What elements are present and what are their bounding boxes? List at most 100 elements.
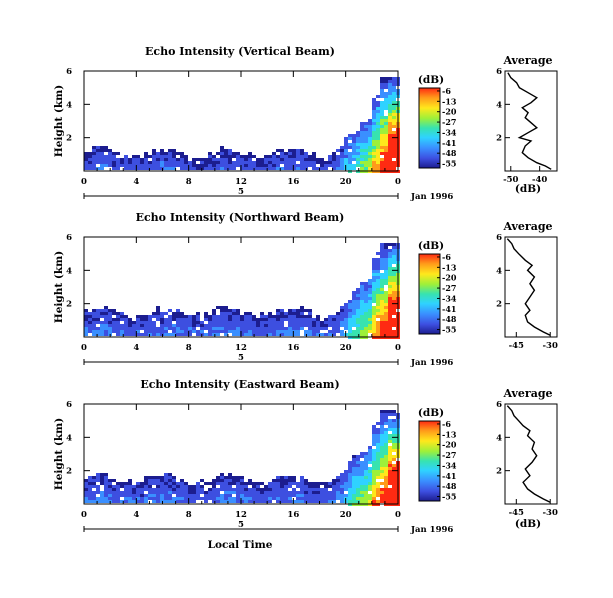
heatmap-cell bbox=[344, 303, 348, 306]
heatmap-cell bbox=[236, 330, 240, 333]
heatmap-cell bbox=[376, 330, 380, 333]
heatmap-cell bbox=[276, 167, 280, 170]
heatmap-cell bbox=[384, 434, 388, 437]
heatmap-cell bbox=[168, 161, 172, 164]
heatmap-cell bbox=[372, 113, 376, 116]
heatmap-cell bbox=[324, 324, 328, 327]
heatmap-cell bbox=[120, 330, 124, 333]
heatmap-cell bbox=[280, 152, 284, 155]
colorbar-tick: -27 bbox=[442, 450, 456, 460]
heatmap-cell bbox=[112, 158, 116, 161]
heatmap-cell bbox=[212, 155, 216, 158]
heatmap-cell bbox=[152, 476, 156, 479]
heatmap-cell bbox=[88, 479, 92, 482]
heatmap-cell bbox=[224, 306, 228, 309]
heatmap-cell bbox=[356, 467, 360, 470]
avg-x-tick: -45 bbox=[509, 508, 524, 518]
heatmap-cell bbox=[368, 125, 372, 128]
heatmap-cell bbox=[300, 485, 304, 488]
heatmap-cell bbox=[252, 315, 256, 318]
day-axis: 5 bbox=[83, 353, 399, 365]
heatmap-cell bbox=[92, 149, 96, 152]
heatmap-cell bbox=[180, 318, 184, 321]
heatmap-cell bbox=[280, 327, 284, 330]
heatmap-cell bbox=[380, 321, 384, 324]
heatmap-cell bbox=[108, 315, 112, 318]
heatmap-cell bbox=[376, 473, 380, 476]
heatmap-cell bbox=[84, 167, 88, 170]
heatmap-cell bbox=[348, 330, 352, 333]
heatmap-cell bbox=[112, 494, 116, 497]
heatmap-cell bbox=[296, 312, 300, 315]
heatmap-cell bbox=[108, 497, 112, 500]
heatmap-cell bbox=[208, 324, 212, 327]
heatmap-cell bbox=[284, 164, 288, 167]
heatmap-cell bbox=[392, 306, 396, 309]
heatmap-cell bbox=[272, 482, 276, 485]
heatmap-cell bbox=[228, 315, 232, 318]
heatmap-cell bbox=[248, 164, 252, 167]
heatmap-cell bbox=[220, 149, 224, 152]
heatmap-cell bbox=[268, 164, 272, 167]
heatmap-cell bbox=[268, 491, 272, 494]
heatmap-cell bbox=[376, 104, 380, 107]
heatmap-cell bbox=[368, 294, 372, 297]
heatmap-cell bbox=[312, 497, 316, 500]
heatmap-cell bbox=[236, 488, 240, 491]
heatmap-cell bbox=[388, 252, 392, 255]
heatmap-cell bbox=[164, 473, 168, 476]
heatmap-cell bbox=[176, 497, 180, 500]
heatmap-cell bbox=[376, 482, 380, 485]
heatmap-cell bbox=[368, 306, 372, 309]
colorbar-tick: -48 bbox=[442, 148, 457, 158]
heatmap-cell bbox=[392, 485, 396, 488]
heatmap-cell bbox=[284, 155, 288, 158]
heatmap-cell bbox=[356, 470, 360, 473]
heatmap-cell bbox=[376, 116, 380, 119]
heatmap-cell bbox=[392, 279, 396, 282]
colorbar: (dB) -6 -13 -20 -27 -34 -41 -48 -55 bbox=[418, 407, 457, 502]
heatmap-cell bbox=[204, 333, 208, 336]
heatmap-cell bbox=[104, 149, 108, 152]
heatmap-cell bbox=[104, 315, 108, 318]
heatmap-cell bbox=[296, 494, 300, 497]
heatmap-cell bbox=[104, 306, 108, 309]
heatmap-cell bbox=[368, 488, 372, 491]
heatmap-cell bbox=[356, 288, 360, 291]
heatmap-cell bbox=[216, 500, 220, 503]
heatmap-cell bbox=[212, 330, 216, 333]
heatmap-cell bbox=[368, 134, 372, 137]
heatmap-cell bbox=[336, 494, 340, 497]
heatmap-cell bbox=[352, 167, 356, 170]
heatmap-cell bbox=[180, 158, 184, 161]
heatmap-cell bbox=[392, 140, 396, 143]
heatmap-cell bbox=[100, 473, 104, 476]
heatmap-cell bbox=[360, 330, 364, 333]
heatmap-cell bbox=[288, 479, 292, 482]
x-tick-label: 16 bbox=[287, 510, 299, 520]
heatmap-cell bbox=[152, 158, 156, 161]
heatmap-cell bbox=[384, 158, 388, 161]
heatmap-cell bbox=[348, 152, 352, 155]
heatmap-cell bbox=[388, 146, 392, 149]
heatmap-cell bbox=[252, 324, 256, 327]
heatmap-cell bbox=[252, 491, 256, 494]
heatmap-cell bbox=[372, 449, 376, 452]
heatmap-cell bbox=[136, 161, 140, 164]
heatmap-cell bbox=[388, 494, 392, 497]
heatmap-cell bbox=[300, 152, 304, 155]
heatmap-cell bbox=[352, 140, 356, 143]
colorbar-tick: -55 bbox=[442, 159, 456, 169]
heatmap-cell bbox=[368, 309, 372, 312]
heatmap-cell bbox=[324, 491, 328, 494]
heatmap-cell bbox=[308, 315, 312, 318]
heatmap-cell bbox=[132, 167, 136, 170]
heatmap-cell bbox=[328, 497, 332, 500]
heatmap-cell bbox=[316, 488, 320, 491]
heatmap-cell bbox=[212, 321, 216, 324]
heatmap-cell bbox=[120, 315, 124, 318]
heatmap-cell bbox=[176, 312, 180, 315]
heatmap-cell bbox=[328, 330, 332, 333]
heatmap-cell bbox=[172, 327, 176, 330]
heatmap-cell bbox=[280, 167, 284, 170]
